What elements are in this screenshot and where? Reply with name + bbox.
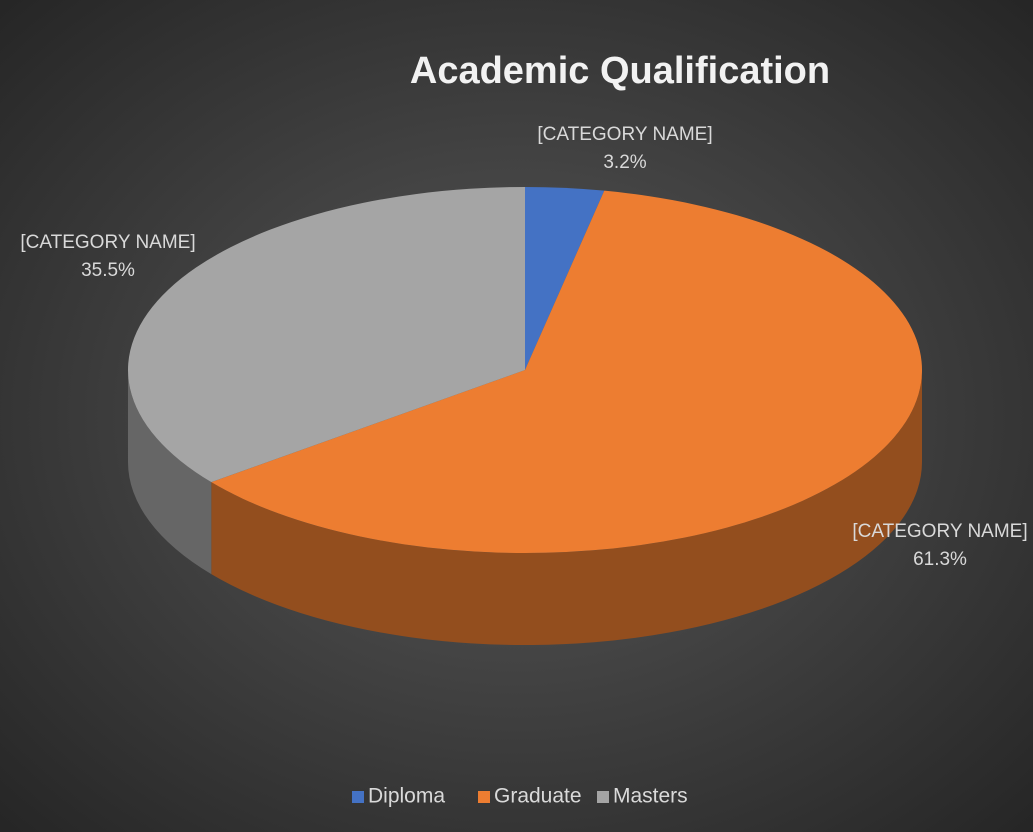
data-label-value: 3.2% [603,152,646,173]
legend-swatch [352,791,364,803]
legend-label: Graduate [494,785,582,808]
pie-side [128,370,212,575]
data-label-value: 35.5% [81,260,135,281]
legend-swatch [597,791,609,803]
data-label-name: [CATEGORY NAME] [852,521,1027,542]
pie-slice [211,190,923,553]
data-label-name: [CATEGORY NAME] [537,124,712,145]
data-label-value: 61.3% [913,549,967,570]
legend-label: Masters [613,785,688,808]
legend-label: Diploma [368,785,445,808]
pie-side [211,370,922,645]
pie-slice [128,187,525,483]
chart-title: Academic Qualification [410,50,830,92]
data-label-name: [CATEGORY NAME] [20,232,195,253]
pie-slice [525,187,605,370]
legend-swatch [478,791,490,803]
